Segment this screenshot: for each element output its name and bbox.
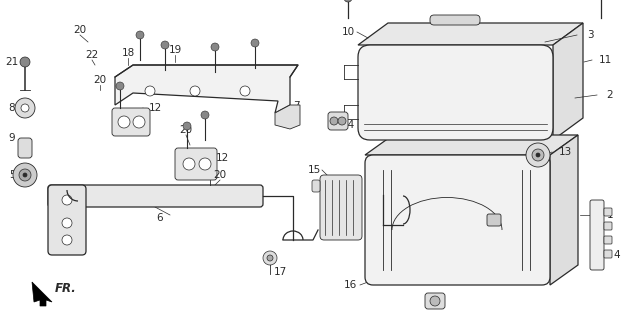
- Circle shape: [240, 86, 250, 96]
- Circle shape: [13, 163, 37, 187]
- FancyBboxPatch shape: [18, 138, 32, 158]
- FancyBboxPatch shape: [48, 185, 263, 207]
- Circle shape: [330, 117, 338, 125]
- Text: 14: 14: [341, 120, 355, 130]
- Polygon shape: [358, 23, 583, 45]
- Circle shape: [23, 173, 27, 177]
- FancyBboxPatch shape: [175, 148, 217, 180]
- Circle shape: [145, 86, 155, 96]
- FancyBboxPatch shape: [604, 222, 612, 230]
- Text: FR.: FR.: [55, 282, 77, 294]
- Circle shape: [19, 169, 31, 181]
- Circle shape: [201, 111, 209, 119]
- Circle shape: [62, 195, 72, 205]
- FancyBboxPatch shape: [320, 175, 362, 240]
- FancyBboxPatch shape: [604, 250, 612, 258]
- Text: 20: 20: [214, 170, 227, 180]
- FancyBboxPatch shape: [604, 236, 612, 244]
- Circle shape: [190, 86, 200, 96]
- Text: 12: 12: [149, 103, 162, 113]
- Circle shape: [136, 31, 144, 39]
- Circle shape: [536, 153, 540, 157]
- Text: 21: 21: [6, 57, 19, 67]
- Circle shape: [267, 255, 273, 261]
- Circle shape: [133, 116, 145, 128]
- Polygon shape: [275, 105, 300, 129]
- Text: 15: 15: [307, 165, 321, 175]
- Circle shape: [183, 122, 191, 130]
- FancyBboxPatch shape: [365, 155, 550, 285]
- Text: 20: 20: [180, 125, 193, 135]
- Circle shape: [211, 43, 219, 51]
- Text: 9: 9: [9, 133, 15, 143]
- Text: 18: 18: [122, 48, 135, 58]
- Text: 19: 19: [168, 45, 181, 55]
- Text: 22: 22: [86, 50, 99, 60]
- Circle shape: [21, 104, 29, 112]
- Text: 16: 16: [343, 280, 357, 290]
- FancyBboxPatch shape: [48, 185, 86, 255]
- Circle shape: [251, 39, 259, 47]
- Circle shape: [183, 158, 195, 170]
- Text: 20: 20: [93, 75, 106, 85]
- FancyBboxPatch shape: [312, 180, 320, 192]
- Circle shape: [118, 116, 130, 128]
- Text: 8: 8: [9, 103, 15, 113]
- Circle shape: [263, 251, 277, 265]
- FancyBboxPatch shape: [430, 15, 480, 25]
- Text: 2: 2: [607, 90, 614, 100]
- Polygon shape: [115, 65, 298, 113]
- Text: 20: 20: [74, 25, 86, 35]
- Polygon shape: [550, 135, 578, 285]
- Text: 17: 17: [273, 267, 287, 277]
- Circle shape: [62, 235, 72, 245]
- FancyBboxPatch shape: [590, 200, 604, 270]
- FancyBboxPatch shape: [112, 108, 150, 136]
- FancyBboxPatch shape: [487, 214, 501, 226]
- Circle shape: [62, 218, 72, 228]
- Text: 12: 12: [215, 153, 229, 163]
- Text: 10: 10: [341, 27, 355, 37]
- Text: 5: 5: [9, 170, 15, 180]
- Polygon shape: [553, 23, 583, 140]
- Text: 1: 1: [607, 210, 614, 220]
- Circle shape: [199, 158, 211, 170]
- Circle shape: [161, 41, 169, 49]
- Circle shape: [532, 149, 544, 161]
- Circle shape: [20, 57, 30, 67]
- Circle shape: [526, 143, 550, 167]
- FancyBboxPatch shape: [358, 45, 553, 140]
- Circle shape: [338, 117, 346, 125]
- Text: 7: 7: [293, 101, 299, 111]
- Polygon shape: [365, 135, 578, 155]
- Circle shape: [15, 98, 35, 118]
- Text: 6: 6: [157, 213, 163, 223]
- Text: 3: 3: [587, 30, 593, 40]
- Text: 13: 13: [558, 147, 571, 157]
- FancyBboxPatch shape: [425, 293, 445, 309]
- Circle shape: [344, 0, 352, 2]
- Polygon shape: [32, 282, 52, 306]
- FancyBboxPatch shape: [328, 112, 348, 130]
- Circle shape: [116, 82, 124, 90]
- Circle shape: [430, 296, 440, 306]
- FancyBboxPatch shape: [604, 208, 612, 216]
- Text: 4: 4: [614, 250, 621, 260]
- Text: 11: 11: [598, 55, 612, 65]
